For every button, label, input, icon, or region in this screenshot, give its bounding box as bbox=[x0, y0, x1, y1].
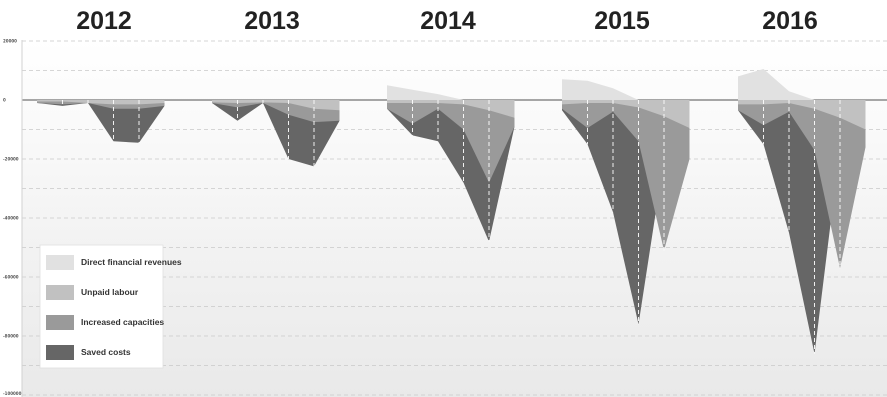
area-increased-capacities-2016 bbox=[738, 100, 866, 269]
area-unpaid-labour-2016 bbox=[738, 100, 866, 130]
y-tick-label: 20000 bbox=[3, 39, 17, 44]
area-unpaid-labour-2014 bbox=[387, 100, 515, 118]
tick-labels: 20000 0 -20000 -40000 -60000 -80000 -100000 bbox=[3, 39, 22, 397]
year-label-2012: 2012 bbox=[76, 7, 132, 35]
y-tick-label: -80000 bbox=[3, 334, 19, 339]
area-unpaid-labour-2015 bbox=[562, 100, 690, 128]
year-label-2013: 2013 bbox=[244, 7, 300, 35]
legend-label: Increased capacities bbox=[81, 317, 164, 327]
area-increased-capacities-2015 bbox=[562, 100, 690, 251]
area-unpaid-labour-2012 bbox=[37, 100, 165, 105]
legend-label: Unpaid labour bbox=[81, 287, 139, 297]
area-unpaid-labour-2013 bbox=[212, 100, 340, 111]
dash-layer bbox=[62, 100, 841, 354]
legend-label: Direct financial revenues bbox=[81, 257, 182, 267]
area-saved-costs-2012 bbox=[37, 100, 165, 143]
year-labels: 2012 2013 2014 2015 2016 bbox=[76, 7, 818, 35]
area-layer bbox=[37, 69, 866, 354]
legend-swatch bbox=[46, 345, 74, 360]
legend-label: Saved costs bbox=[81, 347, 131, 357]
area-increased-capacities-2014 bbox=[387, 100, 515, 183]
legend-swatch bbox=[46, 255, 74, 270]
area-direct-financial-revenues-2014 bbox=[387, 85, 515, 100]
y-tick-label: -60000 bbox=[3, 275, 19, 280]
legend-swatch bbox=[46, 315, 74, 330]
y-tick-label: -100000 bbox=[3, 391, 22, 396]
year-label-2016: 2016 bbox=[762, 7, 818, 35]
y-tick-label: -40000 bbox=[3, 216, 19, 221]
y-tick-label: -20000 bbox=[3, 157, 19, 162]
legend-swatch bbox=[46, 285, 74, 300]
area-direct-financial-revenues-2015 bbox=[562, 79, 690, 100]
y-tick-label: 0 bbox=[3, 98, 6, 103]
area-direct-financial-revenues-2016 bbox=[738, 69, 866, 100]
legend: Direct financial revenues Unpaid labour In… bbox=[39, 244, 182, 369]
year-label-2014: 2014 bbox=[420, 7, 476, 35]
year-label-2015: 2015 bbox=[594, 7, 650, 35]
